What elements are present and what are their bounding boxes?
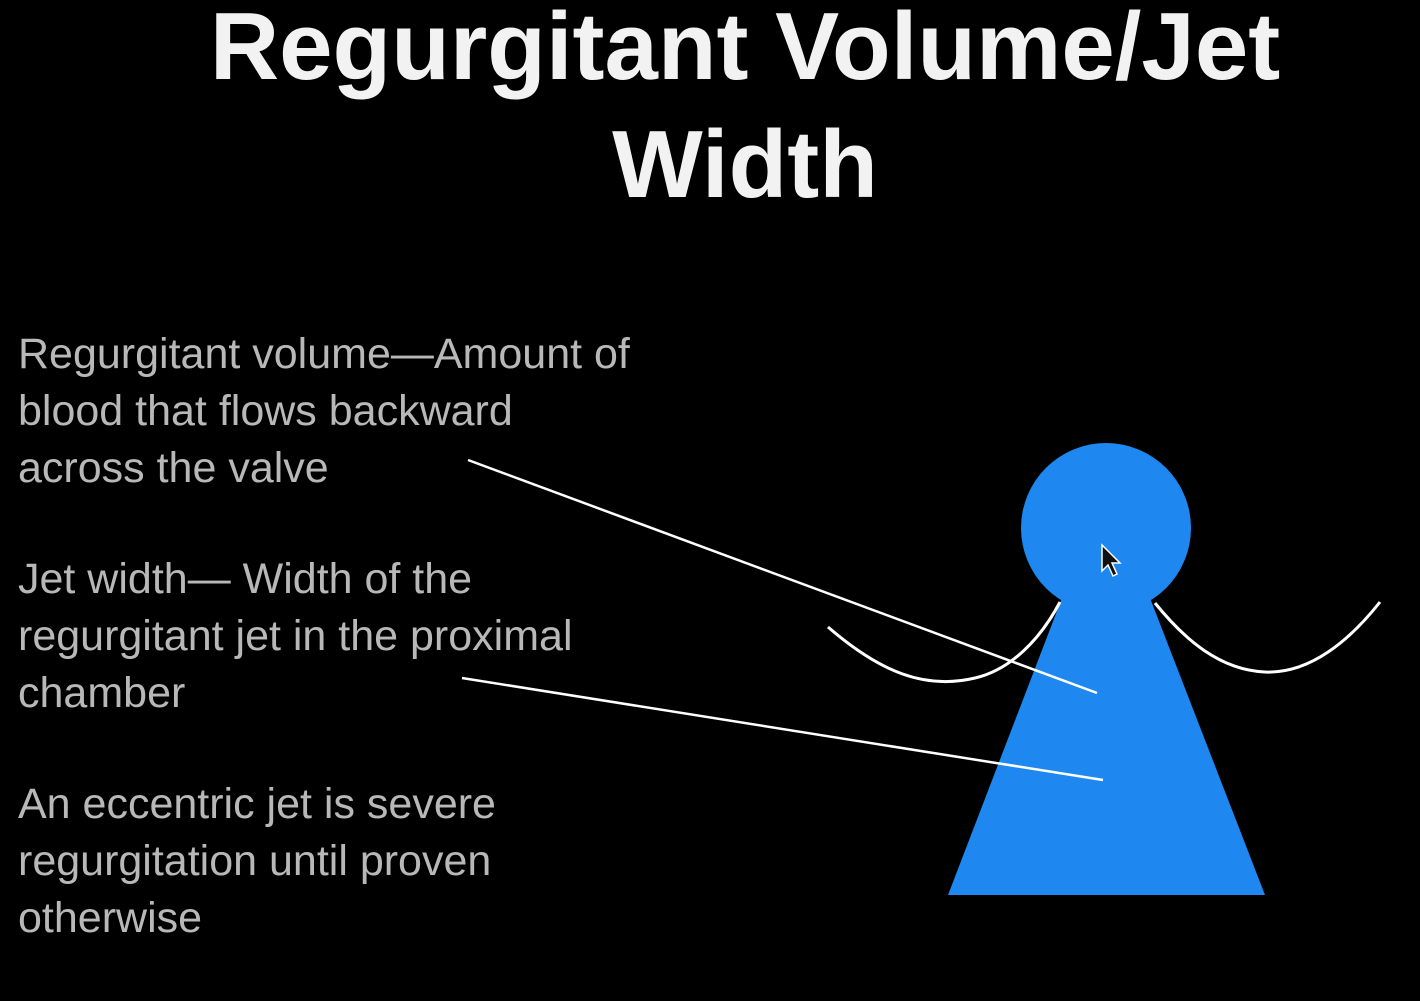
leader-line-jet-width	[462, 678, 1103, 780]
leader-line-volume	[468, 460, 1097, 693]
jet-cone	[948, 598, 1265, 895]
jet-diagram	[0, 0, 1420, 962]
valve-leaflet-right	[1155, 602, 1380, 672]
jet-circle	[1021, 443, 1191, 613]
slide: Regurgitant Volume/Jet Width Regurgitant…	[0, 0, 1420, 962]
valve-leaflet-left	[828, 602, 1060, 682]
